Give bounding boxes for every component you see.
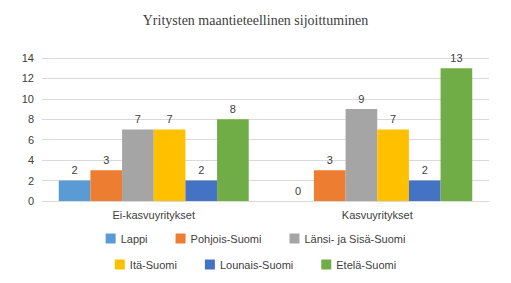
svg-text:7: 7 (135, 113, 141, 125)
svg-text:2: 2 (28, 175, 34, 187)
svg-text:Yritysten maantieteellinen sij: Yritysten maantieteellinen sijoittuminen (143, 13, 369, 28)
svg-text:3: 3 (327, 154, 333, 166)
svg-text:3: 3 (103, 154, 109, 166)
svg-text:8: 8 (230, 103, 236, 115)
svg-text:2: 2 (72, 164, 78, 176)
svg-text:7: 7 (390, 113, 396, 125)
svg-text:Etelä-Suomi: Etelä-Suomi (336, 259, 396, 271)
svg-text:6: 6 (28, 134, 34, 146)
svg-text:Lappi: Lappi (121, 233, 148, 245)
svg-text:10: 10 (22, 93, 34, 105)
svg-text:8: 8 (28, 113, 34, 125)
svg-text:Ei-kasvuyritykset: Ei-kasvuyritykset (112, 209, 195, 221)
svg-text:Itä-Suomi: Itä-Suomi (130, 259, 177, 271)
svg-text:2: 2 (198, 164, 204, 176)
svg-text:Pohjois-Suomi: Pohjois-Suomi (191, 233, 262, 245)
svg-text:Kasvuyritykset: Kasvuyritykset (342, 209, 413, 221)
svg-text:12: 12 (22, 72, 34, 84)
svg-text:7: 7 (167, 113, 173, 125)
svg-text:9: 9 (358, 93, 364, 105)
svg-text:13: 13 (450, 52, 462, 64)
svg-text:14: 14 (22, 52, 34, 64)
svg-text:Lounais-Suomi: Lounais-Suomi (220, 259, 293, 271)
svg-text:0: 0 (28, 195, 34, 207)
svg-text:2: 2 (422, 164, 428, 176)
svg-text:0: 0 (295, 185, 301, 197)
svg-text:Länsi- ja Sisä-Suomi: Länsi- ja Sisä-Suomi (304, 233, 405, 245)
svg-text:4: 4 (28, 154, 34, 166)
